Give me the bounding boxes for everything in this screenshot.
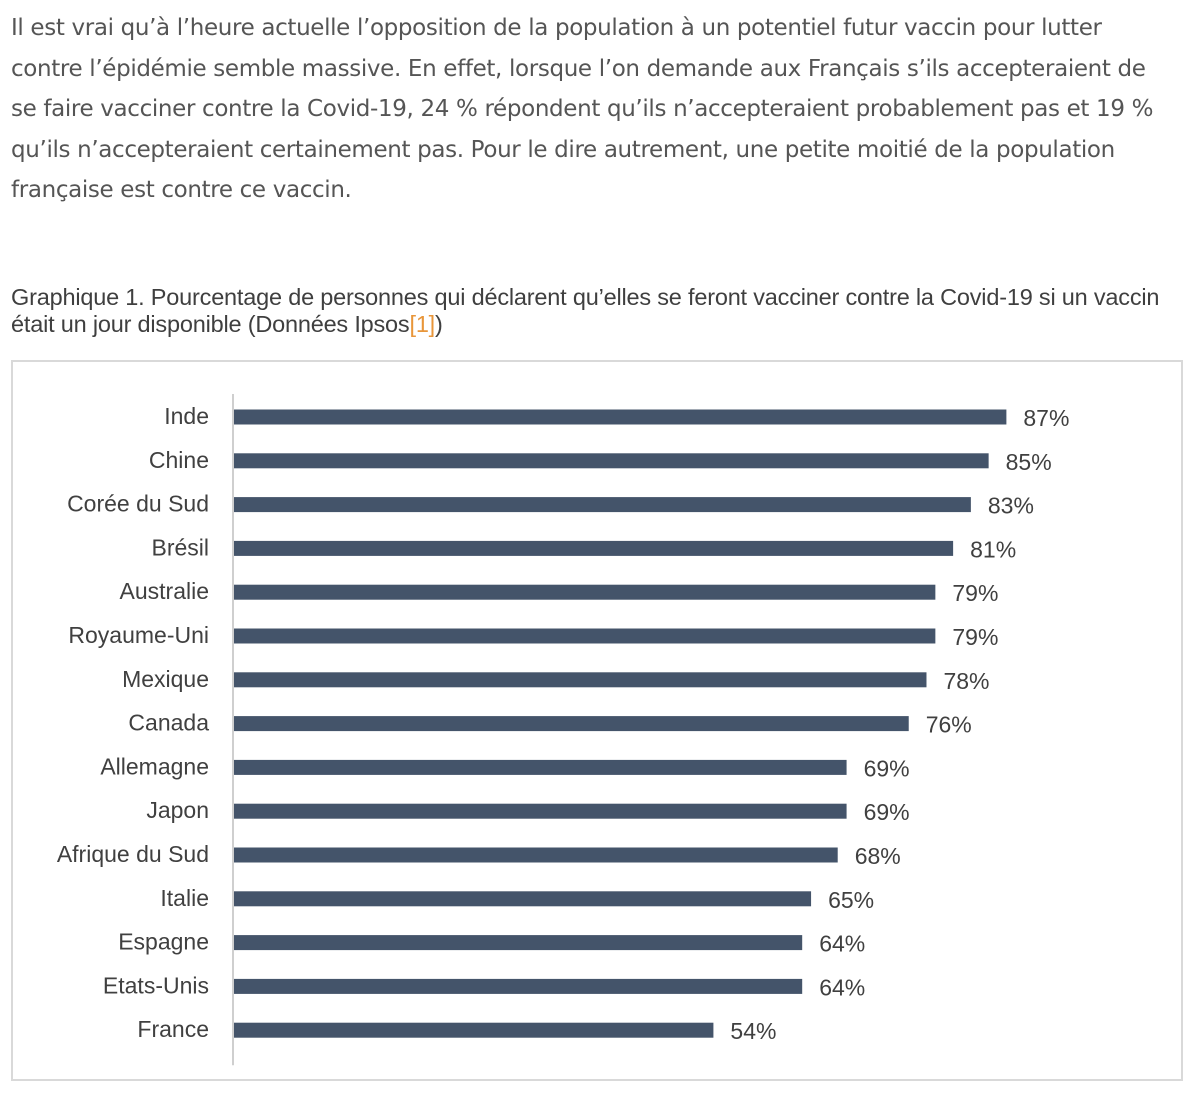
category-label: Espagne — [118, 929, 209, 955]
category-label: Mexique — [122, 666, 209, 692]
bar — [234, 628, 936, 644]
category-label: Italie — [160, 885, 209, 911]
category-label: Australie — [120, 578, 209, 604]
category-label: Canada — [128, 710, 209, 736]
data-label: 87% — [1023, 405, 1069, 431]
data-label: 65% — [828, 887, 874, 913]
chart-caption-close: ) — [435, 311, 443, 337]
data-label: 76% — [926, 712, 972, 738]
data-label: 85% — [1006, 449, 1052, 475]
category-label: Afrique du Sud — [57, 841, 209, 867]
bar-group: Inde 87% Chine 85% Corée du Sud 83% Brésil 81% A… — [57, 403, 1070, 1044]
data-label: 79% — [952, 580, 998, 606]
category-label: France — [137, 1016, 209, 1042]
bar — [234, 759, 847, 775]
category-label: Chine — [149, 447, 209, 473]
data-label: 79% — [952, 624, 998, 650]
chart-caption: Graphique 1. Pourcentage de personnes qu… — [11, 284, 1186, 338]
data-label: 54% — [730, 1018, 776, 1044]
bar — [234, 453, 989, 469]
category-label: Royaume-Uni — [68, 622, 209, 648]
category-label: Brésil — [151, 534, 209, 560]
data-label: 78% — [943, 668, 989, 694]
data-label: 83% — [988, 493, 1034, 519]
bar — [234, 716, 909, 732]
category-label: Etats-Unis — [103, 972, 209, 998]
bar — [234, 672, 927, 688]
category-label: Allemagne — [100, 753, 209, 779]
bar — [234, 497, 971, 513]
data-label: 69% — [864, 799, 910, 825]
data-label: 64% — [819, 931, 865, 957]
article-paragraph: Il est vrai qu’à l’heure actuelle l’oppo… — [11, 15, 1154, 203]
chart-frame: Inde 87% Chine 85% Corée du Sud 83% Brésil 81% A… — [11, 360, 1183, 1081]
data-label: 68% — [855, 843, 901, 869]
category-label: Inde — [164, 403, 209, 429]
bar — [234, 978, 803, 994]
bar — [234, 891, 812, 907]
caption-reference-link[interactable]: [1] — [409, 311, 436, 337]
data-label: 64% — [819, 974, 865, 1000]
bar — [234, 409, 1007, 425]
bar-chart: Inde 87% Chine 85% Corée du Sud 83% Brésil 81% A… — [57, 394, 1070, 1066]
bar — [234, 935, 803, 951]
bar — [234, 540, 954, 556]
bar — [234, 803, 847, 819]
bar — [234, 847, 838, 863]
bar — [234, 584, 936, 600]
category-label: Japon — [146, 797, 209, 823]
category-label: Corée du Sud — [67, 491, 209, 517]
bar — [234, 1022, 714, 1038]
data-label: 81% — [970, 536, 1016, 562]
chart-caption-text: Graphique 1. Pourcentage de personnes qu… — [11, 284, 1160, 337]
data-label: 69% — [864, 755, 910, 781]
